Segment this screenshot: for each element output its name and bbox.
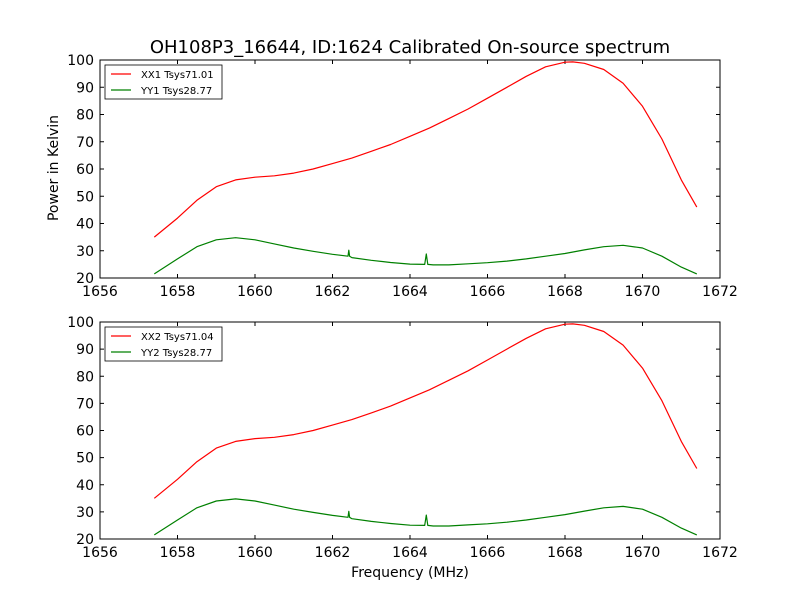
x-tick-label: 1672 — [702, 545, 738, 561]
plot-frame — [99, 59, 721, 279]
x-tick-label: 1662 — [315, 545, 351, 561]
legend-box — [104, 64, 223, 100]
x-tick-label: 1664 — [392, 545, 428, 561]
y-tick-label: 80 — [76, 108, 94, 124]
legend: XX1 Tsys71.01 YY1 Tsys28.77 — [104, 64, 223, 100]
y-tick-label: 70 — [76, 396, 94, 412]
y-tick-label: 90 — [76, 342, 94, 358]
y-axis-label: Power in Kelvin — [46, 115, 62, 221]
plot-frame — [99, 321, 721, 540]
x-tick-label: 1666 — [470, 545, 506, 561]
series-line-xx1 — [153, 61, 698, 238]
x-tick-label: 1658 — [160, 284, 196, 300]
y-tick-label: 80 — [76, 369, 94, 385]
x-tick-label: 1672 — [702, 284, 738, 300]
x-tick-label: 1656 — [82, 284, 118, 300]
subplot-2: 1656 1658 1660 1662 1664 1666 1668 1670 1672 20 30… — [67, 315, 738, 561]
y-tick-label: 60 — [76, 424, 94, 440]
plots-group: 1656 1658 1660 1662 1664 1666 1668 1670 1672 20 30… — [67, 53, 738, 561]
x-tick-label: 1664 — [392, 284, 428, 300]
legend-label: XX1 Tsys71.01 — [141, 70, 214, 81]
legend-label: YY2 Tsys28.77 — [140, 348, 212, 359]
figure-title: OH108P3_16644, ID:1624 Calibrated On-sou… — [150, 37, 670, 58]
x-tick-label: 1670 — [625, 545, 661, 561]
y-tick-label: 20 — [76, 532, 94, 548]
y-tick-label: 60 — [76, 162, 94, 178]
legend: XX2 Tsys71.04 YY2 Tsys28.77 — [104, 326, 223, 362]
x-tick-label: 1660 — [237, 284, 273, 300]
y-tick-label: 30 — [76, 244, 94, 260]
y-tick-label: 100 — [67, 53, 94, 69]
legend-label: XX2 Tsys71.04 — [141, 332, 214, 343]
x-tick-label: 1656 — [82, 545, 118, 561]
series-line-xx2 — [153, 323, 698, 499]
x-tick-label: 1658 — [160, 545, 196, 561]
x-axis-label: Frequency (MHz) — [351, 565, 469, 581]
x-tick-label: 1670 — [625, 284, 661, 300]
y-tick-label: 40 — [76, 217, 94, 233]
legend-label: YY1 Tsys28.77 — [140, 86, 212, 97]
series-line-yy1 — [153, 237, 698, 275]
y-tick-label: 50 — [76, 451, 94, 467]
subplot-1: 1656 1658 1660 1662 1664 1666 1668 1670 1672 20 30… — [67, 53, 738, 300]
y-tick-label: 30 — [76, 505, 94, 521]
y-tick-label: 100 — [67, 315, 94, 331]
x-tick-label: 1668 — [547, 545, 583, 561]
x-tick-label: 1662 — [315, 284, 351, 300]
y-tick-label: 40 — [76, 478, 94, 494]
y-tick-label: 50 — [76, 189, 94, 205]
y-tick-label: 90 — [76, 80, 94, 96]
legend-box — [104, 326, 223, 362]
x-tick-label: 1666 — [470, 284, 506, 300]
x-tick-label: 1660 — [237, 545, 273, 561]
x-tick-label: 1668 — [547, 284, 583, 300]
y-tick-label: 20 — [76, 271, 94, 287]
series-line-yy2 — [153, 498, 698, 536]
y-tick-label: 70 — [76, 135, 94, 151]
